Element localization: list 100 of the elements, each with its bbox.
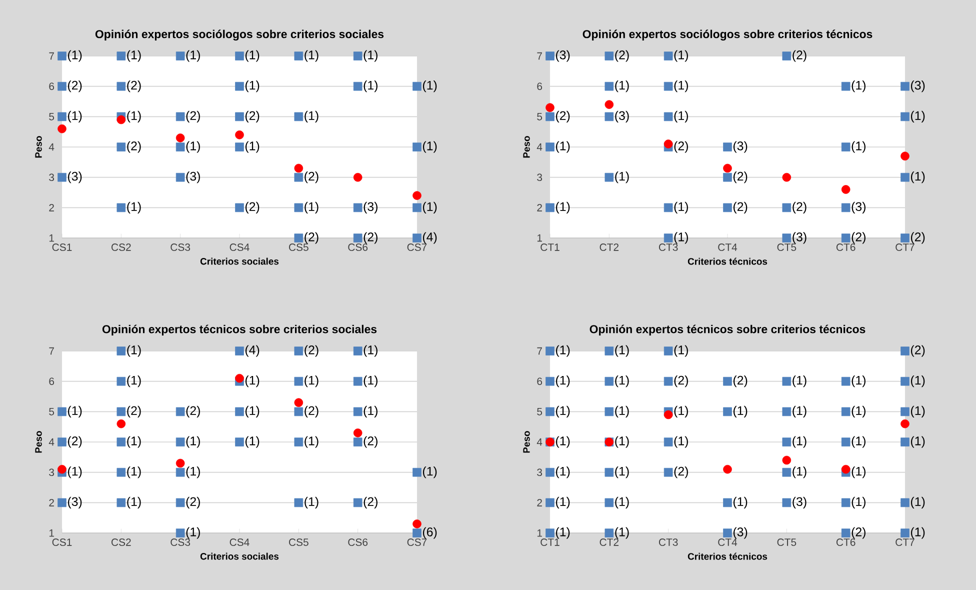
annotation: (2): [733, 376, 748, 388]
annotation: (2): [304, 232, 318, 244]
annotation: (1): [364, 345, 378, 357]
y-tick-label: 5: [49, 113, 54, 120]
y-axis-title: Peso: [35, 136, 42, 158]
annotation: (1): [422, 466, 437, 478]
annotation: (3): [615, 110, 629, 122]
y-tick-label: 6: [49, 82, 54, 90]
y-tick-label: 2: [537, 204, 542, 212]
x-tick-label: CS3: [170, 244, 190, 251]
x-tick-label: CS3: [170, 538, 190, 546]
x-tick-label: CS5: [289, 538, 308, 546]
annotation: (1): [615, 436, 629, 448]
y-axis-title: Peso: [35, 431, 42, 453]
annotation: (1): [127, 466, 141, 478]
x-tick-label: CT7: [896, 244, 914, 251]
annotation: (2): [127, 80, 141, 92]
annotation: (3): [910, 80, 925, 92]
annotation: (1): [615, 345, 629, 357]
annotation: (2): [186, 496, 200, 508]
y-axis-title: Peso: [523, 136, 530, 158]
annotation: (1): [364, 376, 378, 388]
x-tick-label: CT6: [836, 538, 856, 546]
annotation: (3): [556, 50, 570, 62]
annotation: (1): [615, 496, 629, 508]
annotation: (1): [422, 141, 437, 153]
y-tick-label: 4: [536, 438, 542, 446]
x-tick-label: CS1: [52, 538, 72, 546]
y-tick-label: 1: [537, 234, 542, 242]
x-axis-title: Criterios sociales: [200, 552, 279, 560]
annotation: (1): [68, 406, 82, 418]
y-tick-label: 2: [537, 499, 542, 506]
annotation: (2): [68, 80, 82, 92]
y-tick-label: 6: [49, 378, 54, 386]
annotation: (1): [674, 436, 688, 448]
annotation: (1): [910, 496, 925, 508]
annotation: (1): [186, 50, 200, 62]
x-tick-label: CS1: [52, 244, 72, 251]
annotation: (1): [852, 496, 866, 508]
annotation: (1): [304, 436, 318, 448]
annotation: (1): [556, 466, 570, 478]
annotation: (2): [364, 232, 378, 244]
y-tick-label: 4: [48, 143, 54, 151]
annotation: (4): [245, 345, 260, 357]
annotation: (2): [245, 110, 260, 122]
annotation: (1): [910, 527, 925, 539]
annotation: (1): [792, 376, 806, 388]
annotation: (2): [364, 496, 378, 508]
y-tick-label: 4: [536, 143, 542, 151]
annotation: (1): [186, 141, 200, 153]
annotation: (2): [245, 202, 260, 214]
y-tick-label: 7: [537, 347, 542, 355]
annotation: (2): [674, 466, 688, 478]
annotation: (3): [792, 232, 806, 244]
annotation: (1): [674, 110, 688, 122]
annotation: (1): [910, 406, 925, 418]
annotation: (2): [674, 141, 688, 153]
annotation: (4): [422, 232, 437, 244]
annotation: (1): [852, 436, 866, 448]
annotation: (1): [910, 110, 925, 122]
annotation: (2): [910, 345, 925, 357]
annotation: (3): [733, 527, 748, 539]
annotation: (1): [852, 406, 866, 418]
annotation: (2): [910, 232, 925, 244]
x-tick-label: CT2: [600, 244, 619, 251]
annotation: (1): [733, 406, 748, 418]
y-tick-label: 6: [537, 378, 542, 386]
annotation: (1): [674, 345, 688, 357]
x-tick-label: CS7: [407, 538, 427, 546]
chart-title: Opinión expertos sociólogos sobre criterios sociales: [95, 30, 384, 40]
annotation: (3): [733, 141, 748, 153]
annotation: (1): [615, 376, 629, 388]
x-tick-label: CT2: [600, 538, 619, 546]
annotation: (1): [792, 406, 806, 418]
annotation: (1): [127, 345, 141, 357]
annotation: (1): [556, 202, 570, 214]
x-tick-label: CT3: [658, 538, 678, 546]
annotation: (1): [556, 376, 570, 388]
annotation: (1): [186, 466, 200, 478]
annotation: (2): [792, 50, 806, 62]
y-tick-label: 3: [49, 468, 54, 476]
annotation: (1): [674, 406, 688, 418]
x-tick-label: CS2: [112, 538, 131, 546]
annotation: (2): [186, 406, 200, 418]
annotation: (1): [304, 110, 318, 122]
annotation: (1): [615, 406, 629, 418]
annotation: (2): [615, 50, 629, 62]
annotation: (2): [733, 202, 748, 214]
annotation: (3): [364, 202, 378, 214]
annotation: (1): [364, 80, 378, 92]
annotation: (1): [364, 50, 378, 62]
annotation: (2): [852, 527, 866, 539]
annotation: (1): [245, 436, 260, 448]
x-tick-label: CS2: [112, 244, 131, 251]
y-tick-label: 7: [49, 347, 54, 355]
x-axis-title: Criterios técnicos: [688, 258, 768, 265]
annotation: (1): [186, 527, 200, 539]
annotation: (1): [910, 376, 925, 388]
annotation: (1): [127, 202, 141, 214]
annotation: (1): [674, 80, 688, 92]
